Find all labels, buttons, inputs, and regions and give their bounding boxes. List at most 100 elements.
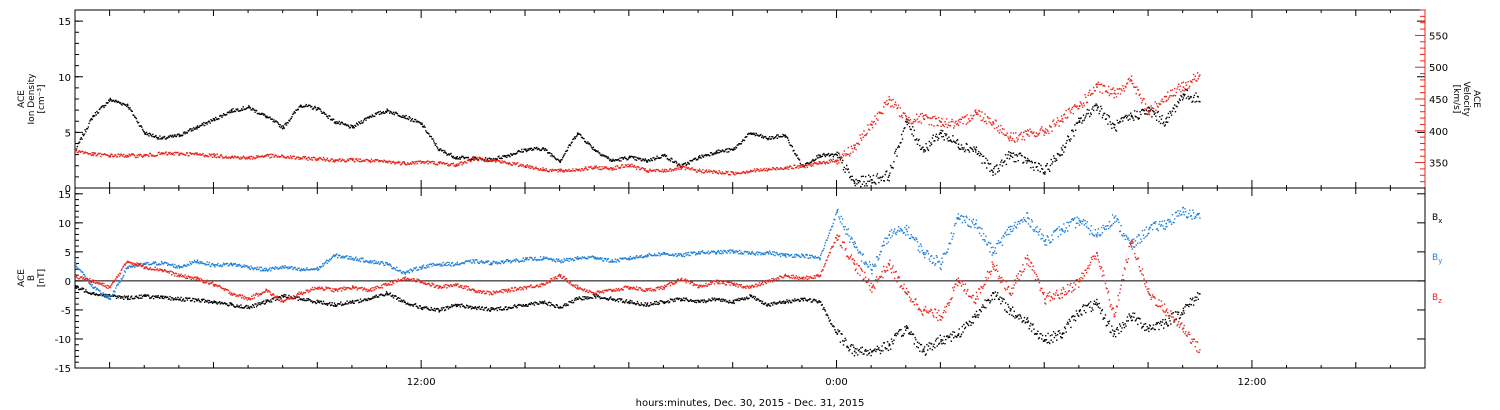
data-point (453, 157, 455, 159)
data-point (407, 303, 410, 306)
data-point (722, 150, 724, 152)
data-point (108, 294, 110, 296)
data-point (833, 160, 835, 163)
data-point (197, 126, 200, 128)
data-point (319, 108, 322, 111)
data-point (582, 296, 584, 298)
data-point (587, 169, 589, 171)
data-point (859, 351, 861, 353)
data-point (157, 263, 159, 266)
y-axis-label-line: Ion Density (27, 73, 37, 125)
data-point (691, 167, 694, 169)
data-point (366, 159, 368, 161)
data-point (1053, 336, 1056, 339)
data-point (839, 159, 842, 161)
data-point (374, 158, 377, 161)
data-point (520, 304, 522, 306)
data-point (215, 116, 217, 119)
data-point (993, 123, 995, 125)
data-point (385, 161, 387, 163)
data-point (187, 263, 189, 266)
data-point (658, 169, 660, 171)
data-point (680, 168, 683, 170)
data-point (1182, 97, 1185, 99)
data-point (680, 167, 683, 169)
data-point (938, 342, 941, 344)
data-point (453, 165, 455, 167)
data-point (329, 160, 331, 162)
data-point (987, 117, 989, 119)
data-point (689, 160, 691, 162)
data-point (886, 341, 889, 343)
data-point (162, 136, 164, 138)
data-point (1009, 137, 1012, 139)
data-point (543, 300, 546, 302)
data-point (211, 263, 213, 265)
data-point (294, 158, 296, 160)
data-point (337, 122, 339, 125)
data-point (191, 261, 193, 263)
data-point (1108, 114, 1110, 117)
data-point (358, 301, 360, 304)
data-point (1134, 320, 1137, 322)
data-point (973, 114, 975, 116)
data-point (1108, 85, 1110, 88)
data-point (94, 286, 97, 288)
data-point (272, 120, 274, 123)
data-point (718, 152, 720, 154)
data-point (857, 142, 860, 145)
data-point (1078, 120, 1081, 122)
data-point (218, 302, 220, 304)
data-point (711, 154, 713, 156)
data-point (704, 170, 706, 172)
data-point (710, 152, 713, 154)
data-point (411, 118, 414, 120)
data-point (131, 297, 133, 300)
data-point (496, 309, 499, 312)
data-point (940, 121, 942, 123)
data-point (164, 295, 167, 298)
data-point (1173, 94, 1175, 96)
data-point (989, 117, 991, 120)
data-point (244, 158, 247, 160)
data-point (345, 303, 347, 305)
data-point (1119, 325, 1122, 327)
data-point (704, 300, 706, 302)
data-point (398, 162, 400, 164)
data-point (317, 107, 319, 109)
data-point (1065, 331, 1067, 333)
data-point (366, 159, 369, 161)
data-point (438, 311, 440, 313)
data-point (1086, 304, 1089, 307)
data-point (420, 162, 422, 164)
data-point (1146, 113, 1148, 115)
data-point (495, 161, 497, 163)
data-point (529, 167, 532, 169)
data-point (197, 261, 200, 264)
data-point (642, 167, 644, 169)
data-point (125, 267, 127, 270)
data-point (1154, 101, 1156, 103)
data-point (223, 114, 226, 116)
data-point (878, 347, 880, 349)
data-point (831, 159, 833, 162)
data-point (1166, 323, 1168, 325)
plot-frame (74, 187, 1426, 369)
data-point (309, 104, 311, 107)
y-tick-label: 0 (65, 277, 71, 288)
data-point (289, 155, 292, 157)
data-point (410, 162, 412, 164)
data-point (153, 136, 156, 138)
data-point (407, 117, 409, 120)
data-point (355, 157, 358, 160)
data-point (548, 170, 550, 173)
data-point (483, 309, 485, 311)
data-point (376, 296, 378, 298)
data-point (728, 174, 730, 176)
data-point (79, 151, 82, 153)
data-point (728, 147, 731, 150)
data-point (1102, 85, 1104, 87)
data-point (89, 153, 91, 155)
data-point (281, 294, 283, 297)
data-point (152, 298, 155, 300)
